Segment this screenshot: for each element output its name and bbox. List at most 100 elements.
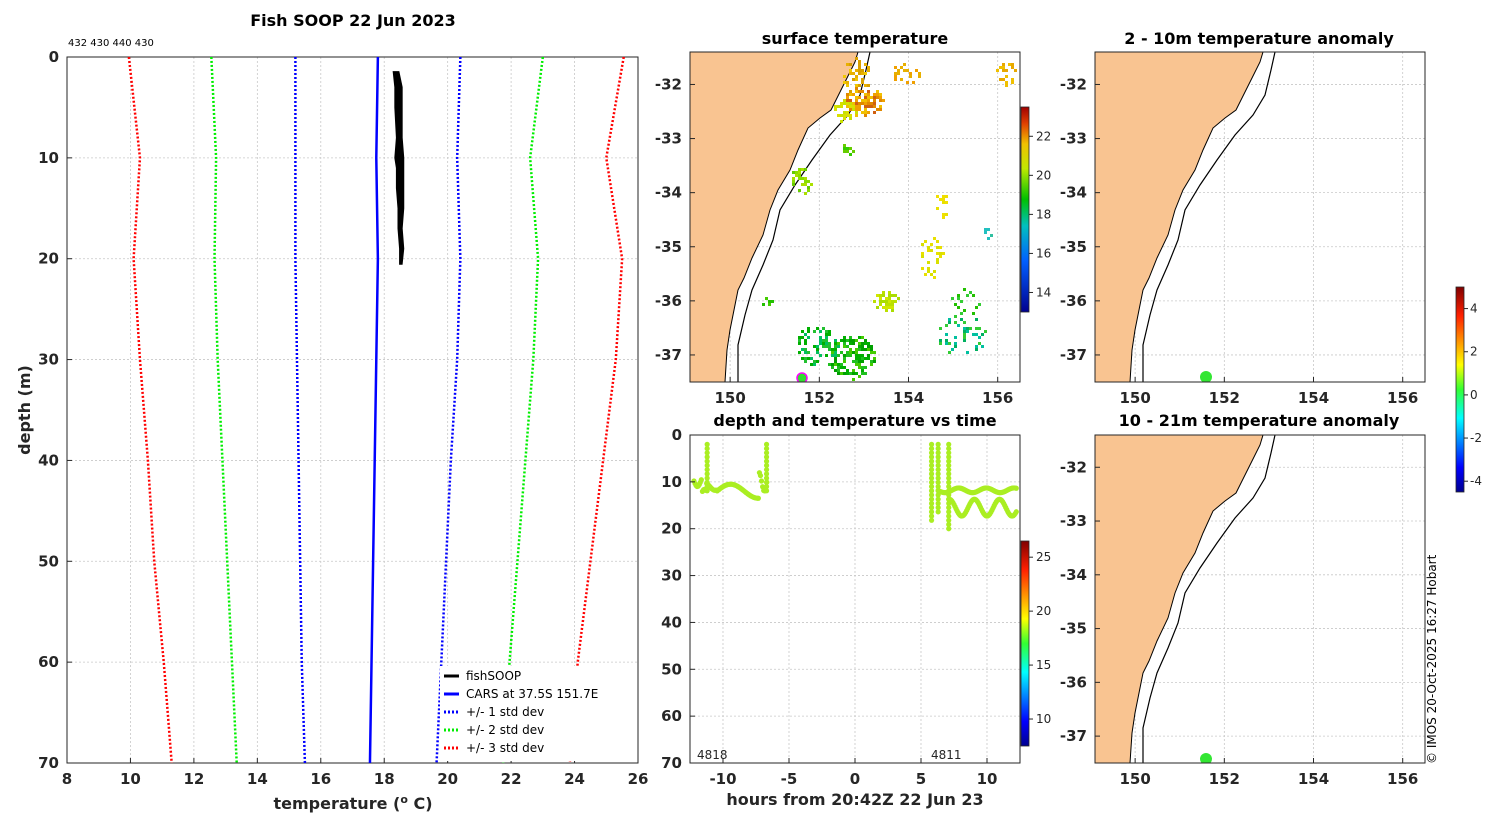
ts-point <box>1013 485 1019 491</box>
profile-xtick-label: 18 <box>374 770 395 788</box>
ts-point <box>935 445 941 452</box>
sst-pixel <box>861 99 864 102</box>
sst-pixel <box>828 330 831 333</box>
sst-pixel <box>876 96 879 99</box>
ts-xtick-label: 10 <box>977 770 998 788</box>
sst-pixel <box>834 105 837 108</box>
ts-point <box>935 496 941 502</box>
sst-pixel <box>978 342 981 345</box>
sst-pixel <box>894 66 897 69</box>
sst-pixel <box>813 360 816 363</box>
sst-pixel <box>945 201 948 204</box>
sst-pixel <box>909 75 912 78</box>
anom1-ytick-label: -32 <box>1060 75 1087 93</box>
ts-point <box>704 479 710 485</box>
sst-pixel <box>849 339 852 342</box>
sst-pixel <box>867 99 870 102</box>
ts-point <box>946 509 952 515</box>
sst-pixel <box>816 360 819 363</box>
sst-pixel <box>843 354 846 357</box>
sst-pixel <box>951 297 954 300</box>
ts-label-left: 4818 <box>697 748 728 762</box>
sst-pixel <box>834 369 837 372</box>
sst-pixels <box>762 57 1017 381</box>
sst-pixel <box>870 345 873 348</box>
profile-line--3-std <box>568 56 625 764</box>
ts-point <box>935 471 941 477</box>
sst-pixel <box>972 333 975 336</box>
sst-pixel <box>816 351 819 354</box>
sst-pixel <box>957 294 960 297</box>
sst-pixel <box>852 93 855 96</box>
sst-x-ticks: 150 152 154 156 <box>714 377 1013 407</box>
anom2-x-ticks: 150 152 154 156 <box>1119 758 1418 788</box>
sst-pixel <box>867 84 870 87</box>
sst-colorbar <box>1020 106 1030 313</box>
sst-title: surface temperature <box>762 29 949 48</box>
anom1-point <box>1200 371 1212 382</box>
anom1-ytick-label: -34 <box>1060 184 1087 202</box>
anom1-ytick-label: -37 <box>1060 346 1087 364</box>
sst-pixel <box>849 354 852 357</box>
sst-pixel <box>804 342 807 345</box>
sst-pixel <box>801 348 804 351</box>
sst-pixel <box>852 72 855 75</box>
anom1-xtick-label: 152 <box>1209 389 1240 407</box>
sst-ytick-label: -35 <box>655 238 682 256</box>
sst-pixel <box>966 327 969 330</box>
sst-pixel <box>864 372 867 375</box>
sst-pixel <box>846 96 849 99</box>
sst-pixel <box>888 303 891 306</box>
sst-pixel <box>864 63 867 66</box>
sst-pixel <box>771 300 774 303</box>
sst-pixel <box>969 327 972 330</box>
sst-pixel <box>840 105 843 108</box>
sst-pixel <box>804 180 807 183</box>
sst-pixel <box>798 336 801 339</box>
ts-point <box>946 526 952 532</box>
profile-xtick-label: 14 <box>247 770 268 788</box>
sst-pixel <box>996 69 999 72</box>
sst-pixel <box>870 96 873 99</box>
sst-pixel <box>864 99 867 102</box>
sst-land <box>690 52 859 382</box>
sst-pixel <box>897 297 900 300</box>
sst-pixel <box>861 369 864 372</box>
sst-pixel <box>861 90 864 93</box>
sst-pixel <box>819 354 822 357</box>
sst-pixel <box>876 108 879 111</box>
sst-pixel <box>861 69 864 72</box>
sst-pixel <box>1002 69 1005 72</box>
sst-pixel <box>855 114 858 117</box>
profile-title: Fish SOOP 22 Jun 2023 <box>250 11 456 30</box>
sst-pixel <box>861 336 864 339</box>
sst-pixel <box>879 108 882 111</box>
sst-pixel <box>939 327 942 330</box>
sst-pixel <box>966 351 969 354</box>
sst-pixel <box>855 102 858 105</box>
ts-point <box>704 462 710 469</box>
sst-pixel <box>843 75 846 78</box>
ts-point <box>763 454 770 460</box>
sst-pixel <box>858 375 861 378</box>
sst-pixel <box>909 72 912 75</box>
sst-pixel <box>933 276 936 279</box>
sst-pixel <box>858 342 861 345</box>
sst-pixel <box>837 342 840 345</box>
anom1-ytick-label: -36 <box>1060 292 1087 310</box>
sst-pixel <box>849 105 852 108</box>
sst-pixel <box>960 312 963 315</box>
anom-cb-label: -2 <box>1470 431 1482 445</box>
ts-point <box>704 445 710 452</box>
sst-pixel <box>855 87 858 90</box>
sst-pixel <box>810 183 813 186</box>
sst-pixel <box>933 270 936 273</box>
sst-pixel <box>834 342 837 345</box>
ts-point <box>763 462 770 469</box>
sst-pixel <box>798 171 801 174</box>
anom2-land <box>1095 435 1264 763</box>
sst-pixel <box>873 111 876 114</box>
anomaly-map-10-21m: 10 - 21m temperature anomaly 150 152 154 15… <box>1060 286 1482 788</box>
sst-pixel <box>918 75 921 78</box>
sst-pixel <box>906 81 909 84</box>
